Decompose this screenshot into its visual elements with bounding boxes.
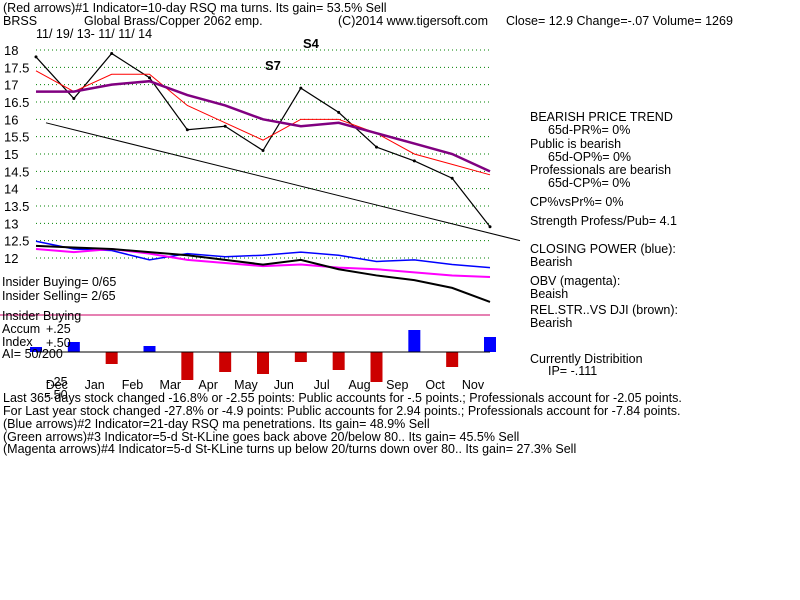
insider-buying-label-2: Insider Buying	[2, 309, 82, 323]
relstr-label: REL.STR..VS DJI (brown):	[530, 303, 678, 317]
y-tick-label: 13	[4, 216, 18, 231]
x-tick-label: Dec	[46, 378, 68, 392]
price-point	[110, 51, 114, 55]
y-tick-label: 15.5	[4, 130, 29, 145]
x-tick-label: Sep	[386, 378, 408, 392]
relstr-value: Bearish	[530, 316, 573, 330]
indicator1-caption: (Red arrows)#1 Indicator=10-day RSQ ma t…	[3, 1, 387, 15]
summary-line-1: Last 365 days stock changed -16.8% or -2…	[3, 391, 682, 405]
accum-bar	[484, 337, 496, 352]
y-tick-label: 12	[4, 251, 18, 266]
indicator3-caption: (Green arrows)#3 Indicator=5-d St-KLine …	[3, 430, 520, 444]
x-tick-label: Aug	[348, 378, 370, 392]
cp-value: 65d-CP%= 0%	[548, 176, 631, 190]
y-tick-label: 17	[4, 78, 18, 93]
accum-minus25: -.25	[46, 375, 68, 389]
price-point	[185, 128, 189, 132]
accum-bar	[143, 346, 156, 352]
ticker-symbol: BRSS	[3, 14, 38, 28]
obv-label: OBV (magenta):	[530, 274, 621, 288]
accum-bar	[257, 352, 269, 374]
price-point	[148, 76, 151, 80]
cpvspr-value: CP%vsPr%= 0%	[530, 195, 624, 209]
price-point	[34, 55, 38, 59]
price-point	[72, 97, 76, 101]
indicator4-caption: (Magenta arrows)#4 Indicator=5-d St-KLin…	[3, 442, 577, 456]
copyright: (C)2014 www.tigersoft.com	[338, 14, 489, 28]
x-tick-label: Jan	[85, 378, 105, 392]
ip-value: IP= -.111	[548, 364, 598, 378]
insider-selling-label: Insider Selling= 2/65	[2, 289, 116, 303]
accum-bar	[105, 352, 118, 364]
accum-bar	[30, 347, 42, 352]
pr-value: 65d-PR%= 0%	[548, 123, 631, 137]
y-tick-label: 14.5	[4, 164, 29, 179]
price-point	[412, 159, 416, 163]
y-tick-label: 17.5	[4, 60, 29, 75]
accum-bar	[219, 352, 232, 372]
professionals-title: Professionals are bearish	[530, 163, 672, 177]
y-tick-label: 16	[4, 112, 18, 127]
y-tick-label: 18	[4, 43, 18, 58]
price-trendline	[45, 122, 521, 242]
closing-power-line	[35, 240, 491, 269]
accum-minus50: -.50	[46, 388, 68, 402]
date-range: 11/ 19/ 13- 11/ 11/ 14	[36, 27, 153, 41]
accum-plus25: +.25	[46, 322, 71, 336]
insider-buying-label: Insider Buying= 0/65	[2, 275, 117, 289]
obv-line	[35, 247, 491, 278]
distribution-label: Currently Distribition	[530, 352, 643, 366]
x-tick-label: Mar	[160, 378, 182, 392]
x-tick-label: Nov	[462, 378, 485, 392]
index-label: Index	[2, 335, 33, 349]
series-line-2	[36, 79, 491, 173]
accum-bar	[408, 330, 421, 352]
accum-label: Accum	[2, 322, 41, 336]
price-point	[299, 86, 303, 90]
company-name: Global Brass/Copper 2062 emp.	[84, 14, 263, 28]
price-point	[450, 176, 454, 180]
quote-line: Close= 12.9 Change=-.07 Volume= 1269	[506, 14, 733, 28]
accum-bar	[446, 352, 459, 367]
y-tick-label: 16.5	[4, 95, 29, 110]
closing-power-value: Bearish	[530, 255, 573, 269]
accum-bar	[370, 352, 383, 382]
price-point	[375, 145, 378, 149]
obv-value: Beaish	[530, 287, 569, 301]
summary-line-2: For Last year stock changed -27.8% or -4…	[3, 404, 681, 418]
y-tick-label: 13.5	[4, 199, 29, 214]
y-tick-label: 15	[4, 147, 18, 162]
price-point	[261, 149, 265, 153]
ai-label: AI= 50/200	[2, 347, 63, 361]
indicator2-caption: (Blue arrows)#2 Indicator=21-day RSQ ma …	[3, 417, 430, 431]
public-title: Public is bearish	[530, 137, 622, 151]
x-tick-label: Apr	[198, 378, 217, 392]
op-value: 65d-OP%= 0%	[548, 150, 632, 164]
price-point	[488, 225, 492, 229]
accum-bar	[181, 352, 194, 380]
price-point	[337, 110, 341, 114]
x-tick-label: Oct	[425, 378, 445, 392]
y-tick-label: 14	[4, 182, 18, 197]
signal-annotation: S4	[303, 36, 320, 51]
accum-bar	[67, 342, 80, 352]
series-line-1	[35, 70, 491, 176]
y-tick-label: 12.5	[4, 234, 29, 249]
accum-bar	[332, 352, 345, 370]
x-tick-label: Feb	[122, 378, 144, 392]
accum-bar	[294, 352, 307, 362]
x-tick-label: Jul	[314, 378, 330, 392]
accum-plus50: +.50	[46, 336, 71, 350]
trend-title: BEARISH PRICE TREND	[530, 110, 673, 124]
strength-value: Strength Profess/Pub= 4.1	[530, 214, 677, 228]
signal-annotation: S7	[265, 58, 281, 73]
closing-power-label: CLOSING POWER (blue):	[530, 242, 676, 256]
x-tick-label: Jun	[274, 378, 294, 392]
price-point	[223, 124, 227, 128]
relative-strength-line	[35, 244, 491, 303]
x-tick-label: May	[234, 378, 258, 392]
